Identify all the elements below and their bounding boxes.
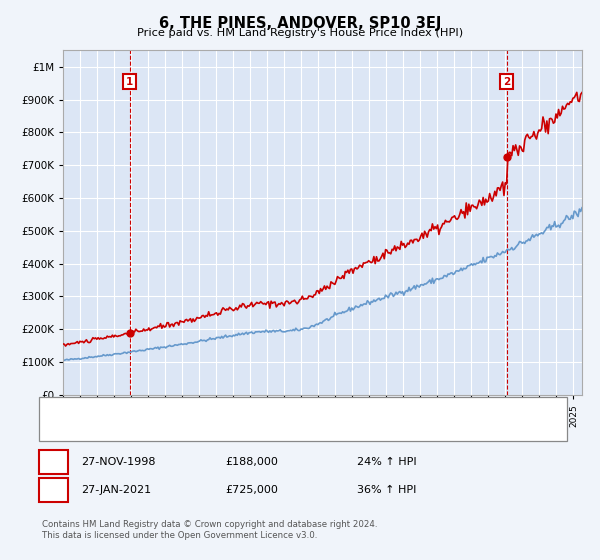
Text: 2: 2 — [503, 77, 511, 87]
Text: Contains HM Land Registry data © Crown copyright and database right 2024.: Contains HM Land Registry data © Crown c… — [42, 520, 377, 529]
Text: 6, THE PINES, ANDOVER, SP10 3EJ (detached house): 6, THE PINES, ANDOVER, SP10 3EJ (detache… — [87, 405, 359, 416]
Text: 27-NOV-1998: 27-NOV-1998 — [81, 457, 155, 467]
Text: HPI: Average price, detached house, Test Valley: HPI: Average price, detached house, Test… — [87, 422, 335, 432]
Text: 24% ↑ HPI: 24% ↑ HPI — [357, 457, 416, 467]
Point — [125, 329, 134, 338]
Point — [502, 152, 512, 161]
Text: 27-JAN-2021: 27-JAN-2021 — [81, 485, 151, 495]
Text: This data is licensed under the Open Government Licence v3.0.: This data is licensed under the Open Gov… — [42, 531, 317, 540]
Text: £725,000: £725,000 — [225, 485, 278, 495]
Text: Price paid vs. HM Land Registry's House Price Index (HPI): Price paid vs. HM Land Registry's House … — [137, 28, 463, 38]
Text: 36% ↑ HPI: 36% ↑ HPI — [357, 485, 416, 495]
Text: 1: 1 — [50, 457, 57, 467]
Text: 6, THE PINES, ANDOVER, SP10 3EJ: 6, THE PINES, ANDOVER, SP10 3EJ — [159, 16, 441, 31]
Text: 2: 2 — [50, 485, 57, 495]
Text: 1: 1 — [126, 77, 133, 87]
Text: £188,000: £188,000 — [225, 457, 278, 467]
